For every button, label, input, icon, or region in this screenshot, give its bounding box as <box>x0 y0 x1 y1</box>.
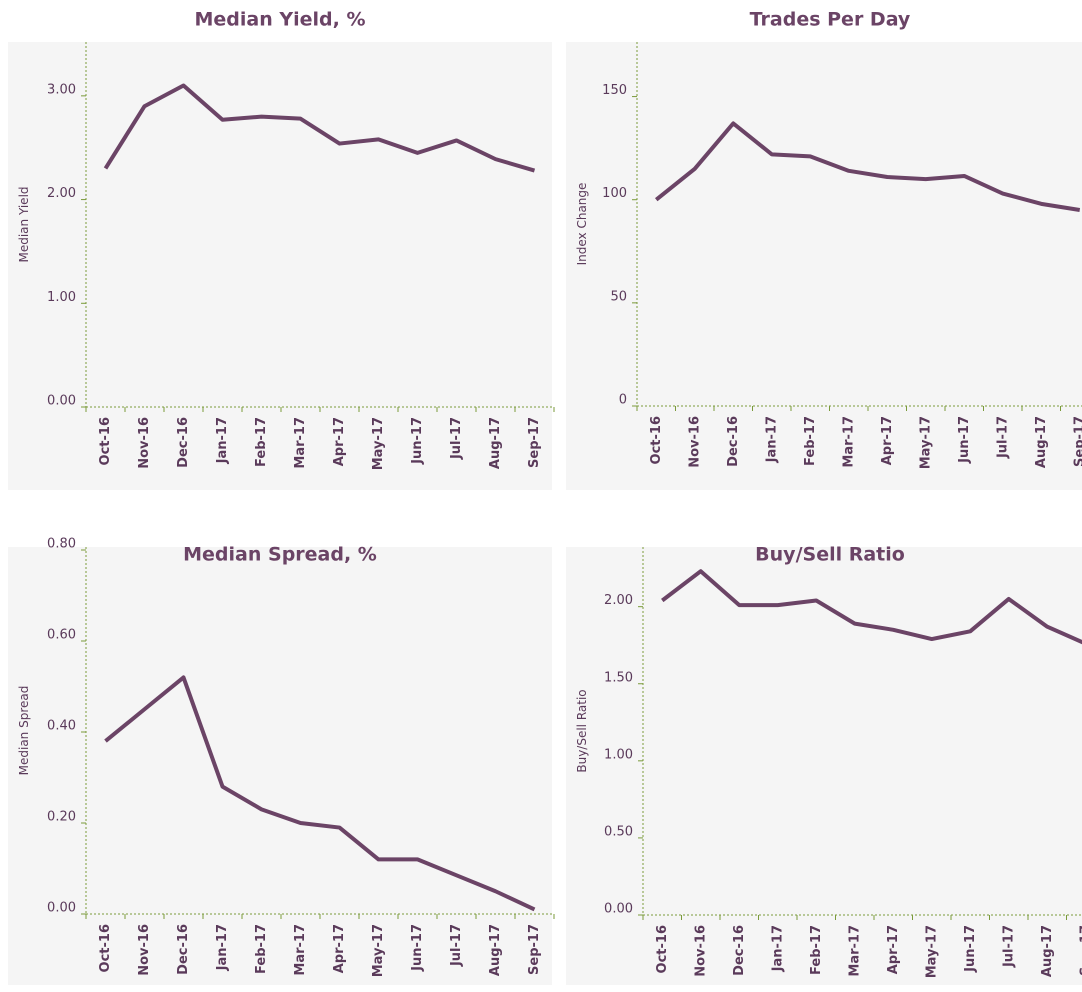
x-tick-label: Feb-17 <box>254 924 269 974</box>
x-tick-label: Apr-17 <box>886 925 901 974</box>
y-tick-label: 2.00 <box>604 593 633 608</box>
y-tick-label: 0 <box>619 393 627 408</box>
x-tick-label: Oct-16 <box>98 417 113 465</box>
x-tick-label: Sep-17 <box>1072 416 1082 467</box>
chart-title: Median Spread, % <box>183 544 377 566</box>
y-tick-label: 0.00 <box>47 901 76 916</box>
y-tick-label: 0.40 <box>47 719 76 734</box>
x-tick-label: Mar-17 <box>293 417 308 469</box>
x-tick-label: Aug-17 <box>1040 925 1055 977</box>
chart-panel: Trades Per Day Index Change 0 50 100 150 Oct-1… <box>566 9 1082 490</box>
x-tick-label: Jun-17 <box>963 925 978 973</box>
y-tick-label: 50 <box>610 289 627 304</box>
x-tick-label: Jan-17 <box>215 924 230 971</box>
x-tick-label: Jun-17 <box>410 417 425 465</box>
data-line <box>104 675 536 912</box>
x-tick-label: Mar-17 <box>293 924 308 976</box>
x-tick-label: Oct-16 <box>655 925 670 973</box>
plot-background <box>8 42 552 490</box>
x-tick-label: Jul-17 <box>449 417 464 460</box>
x-tick-label: Aug-17 <box>488 417 503 469</box>
x-tick-label: Nov-16 <box>693 925 708 977</box>
y-tick-label: 100 <box>602 186 627 201</box>
x-tick-label: Jul-17 <box>449 924 464 967</box>
y-axis-label: Index Change <box>575 183 589 266</box>
y-tick-label: 3.00 <box>47 82 76 97</box>
x-tick-label: Feb-17 <box>254 417 269 467</box>
x-tick-label: Jul-17 <box>995 416 1010 459</box>
y-tick-label: 150 <box>602 83 627 98</box>
y-tick-label: 0.60 <box>47 628 76 643</box>
x-tick-label: Jan-17 <box>764 416 779 463</box>
chart-panel: Median Yield, % Median Yield 0.00 1.00 2.00 3… <box>8 9 555 490</box>
x-tick-label: Aug-17 <box>488 924 503 976</box>
x-tick-label: Dec-16 <box>176 924 191 975</box>
x-tick-label: Oct-16 <box>98 924 113 972</box>
x-tick-label: May-17 <box>924 925 939 978</box>
y-tick-label: 2.00 <box>47 186 76 201</box>
chart-panel: Median Spread, % Median Spread 0.00 0.20 0.4… <box>8 537 555 985</box>
y-axis-label: Median Yield <box>17 186 31 262</box>
chart-title: Median Yield, % <box>194 9 365 31</box>
x-tick-label: Mar-17 <box>841 416 856 468</box>
x-tick-label: Jun-17 <box>410 924 425 972</box>
x-tick-label: Oct-16 <box>649 416 664 464</box>
x-tick-label: Nov-16 <box>137 924 152 976</box>
x-tick-label: Sep-17 <box>527 417 542 468</box>
x-tick-label: May-17 <box>371 924 386 977</box>
chart-title: Buy/Sell Ratio <box>755 544 905 566</box>
data-line <box>103 83 536 173</box>
plot-background <box>566 42 1082 490</box>
y-tick-label: 0.50 <box>604 824 633 839</box>
data-line <box>654 121 1081 213</box>
chart-title: Trades Per Day <box>750 9 911 31</box>
x-tick-label: Feb-17 <box>803 416 818 466</box>
y-axis-label: Buy/Sell Ratio <box>575 689 589 772</box>
x-tick-label: Mar-17 <box>847 925 862 977</box>
x-tick-label: Sep-17 <box>527 924 542 975</box>
data-line <box>661 569 1082 645</box>
x-tick-label: Jan-17 <box>770 925 785 972</box>
chart-panel: Buy/Sell Ratio Buy/Sell Ratio 0.00 0.50 1.00… <box>566 544 1082 985</box>
x-tick-label: Aug-17 <box>1034 416 1049 468</box>
x-tick-label: Dec-16 <box>732 925 747 976</box>
x-tick-label: Jun-17 <box>957 416 972 464</box>
y-tick-label: 1.00 <box>604 747 633 762</box>
y-tick-label: 0.20 <box>47 810 76 825</box>
x-tick-label: Sep-17 <box>1078 925 1082 976</box>
x-tick-label: Apr-17 <box>332 924 347 973</box>
plot-background <box>566 547 1082 985</box>
x-tick-label: Apr-17 <box>880 416 895 465</box>
x-tick-label: Dec-16 <box>176 417 191 468</box>
x-tick-label: Nov-16 <box>137 417 152 469</box>
x-tick-label: Jul-17 <box>1001 925 1016 968</box>
x-tick-label: Nov-16 <box>687 416 702 468</box>
y-tick-label: 0.00 <box>604 902 633 917</box>
x-tick-label: Dec-16 <box>726 416 741 467</box>
x-tick-label: May-17 <box>371 417 386 470</box>
y-tick-label: 1.00 <box>47 290 76 305</box>
x-tick-label: Jan-17 <box>215 417 230 464</box>
plot-background <box>8 547 552 985</box>
x-tick-label: May-17 <box>918 416 933 469</box>
y-tick-label: 0.80 <box>47 537 76 552</box>
y-tick-label: 0.00 <box>47 394 76 409</box>
x-tick-label: Apr-17 <box>332 417 347 466</box>
y-tick-label: 1.50 <box>604 670 633 685</box>
y-axis-label: Median Spread <box>17 686 31 776</box>
x-tick-label: Feb-17 <box>809 925 824 975</box>
